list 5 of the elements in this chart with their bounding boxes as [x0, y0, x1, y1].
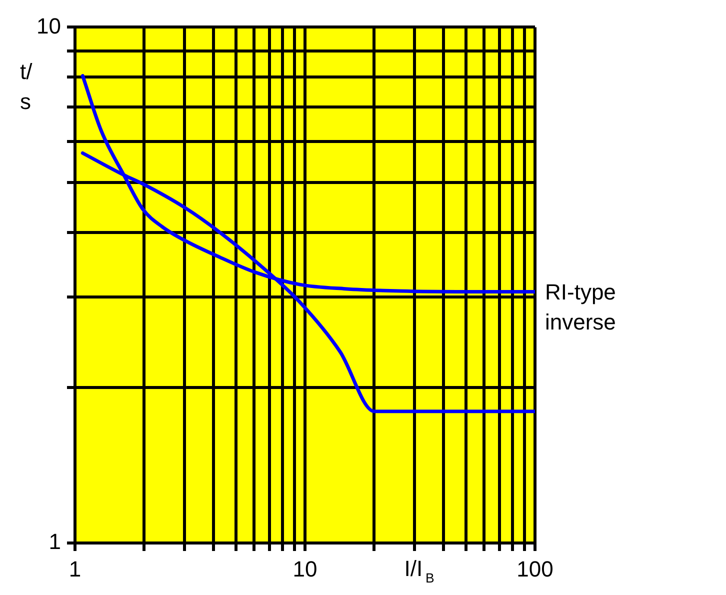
x-tick-label: 10	[292, 556, 318, 582]
y-axis-title: t/s	[20, 59, 34, 114]
series-label: RI-type inverse	[545, 280, 616, 335]
x-tick-label: 100	[516, 556, 554, 582]
x-tick-label: 1	[68, 556, 82, 582]
